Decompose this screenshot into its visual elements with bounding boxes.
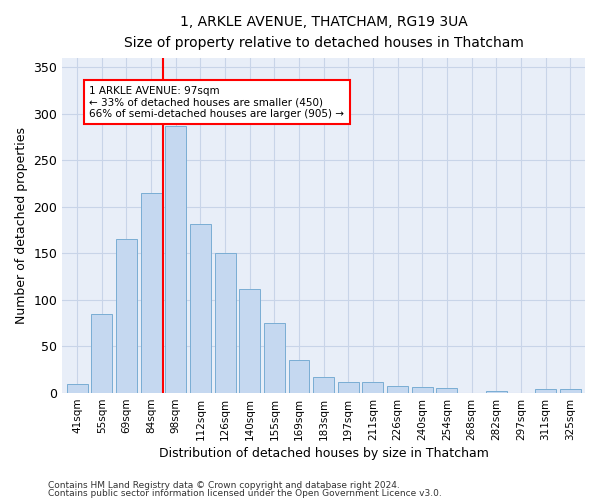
- Bar: [338, 382, 359, 393]
- X-axis label: Distribution of detached houses by size in Thatcham: Distribution of detached houses by size …: [159, 447, 488, 460]
- Bar: [165, 126, 186, 393]
- Text: Contains HM Land Registry data © Crown copyright and database right 2024.: Contains HM Land Registry data © Crown c…: [48, 480, 400, 490]
- Bar: [560, 390, 581, 393]
- Bar: [436, 388, 457, 393]
- Bar: [140, 193, 161, 393]
- Bar: [313, 377, 334, 393]
- Bar: [215, 254, 236, 393]
- Bar: [190, 224, 211, 393]
- Bar: [91, 314, 112, 393]
- Y-axis label: Number of detached properties: Number of detached properties: [15, 127, 28, 324]
- Bar: [116, 240, 137, 393]
- Bar: [264, 323, 285, 393]
- Bar: [412, 388, 433, 393]
- Bar: [67, 384, 88, 393]
- Bar: [535, 390, 556, 393]
- Bar: [239, 288, 260, 393]
- Bar: [362, 382, 383, 393]
- Bar: [289, 360, 310, 393]
- Text: 1 ARKLE AVENUE: 97sqm
← 33% of detached houses are smaller (450)
66% of semi-det: 1 ARKLE AVENUE: 97sqm ← 33% of detached …: [89, 86, 344, 119]
- Bar: [387, 386, 408, 393]
- Bar: [486, 391, 507, 393]
- Text: Contains public sector information licensed under the Open Government Licence v3: Contains public sector information licen…: [48, 489, 442, 498]
- Title: 1, ARKLE AVENUE, THATCHAM, RG19 3UA
Size of property relative to detached houses: 1, ARKLE AVENUE, THATCHAM, RG19 3UA Size…: [124, 15, 524, 50]
